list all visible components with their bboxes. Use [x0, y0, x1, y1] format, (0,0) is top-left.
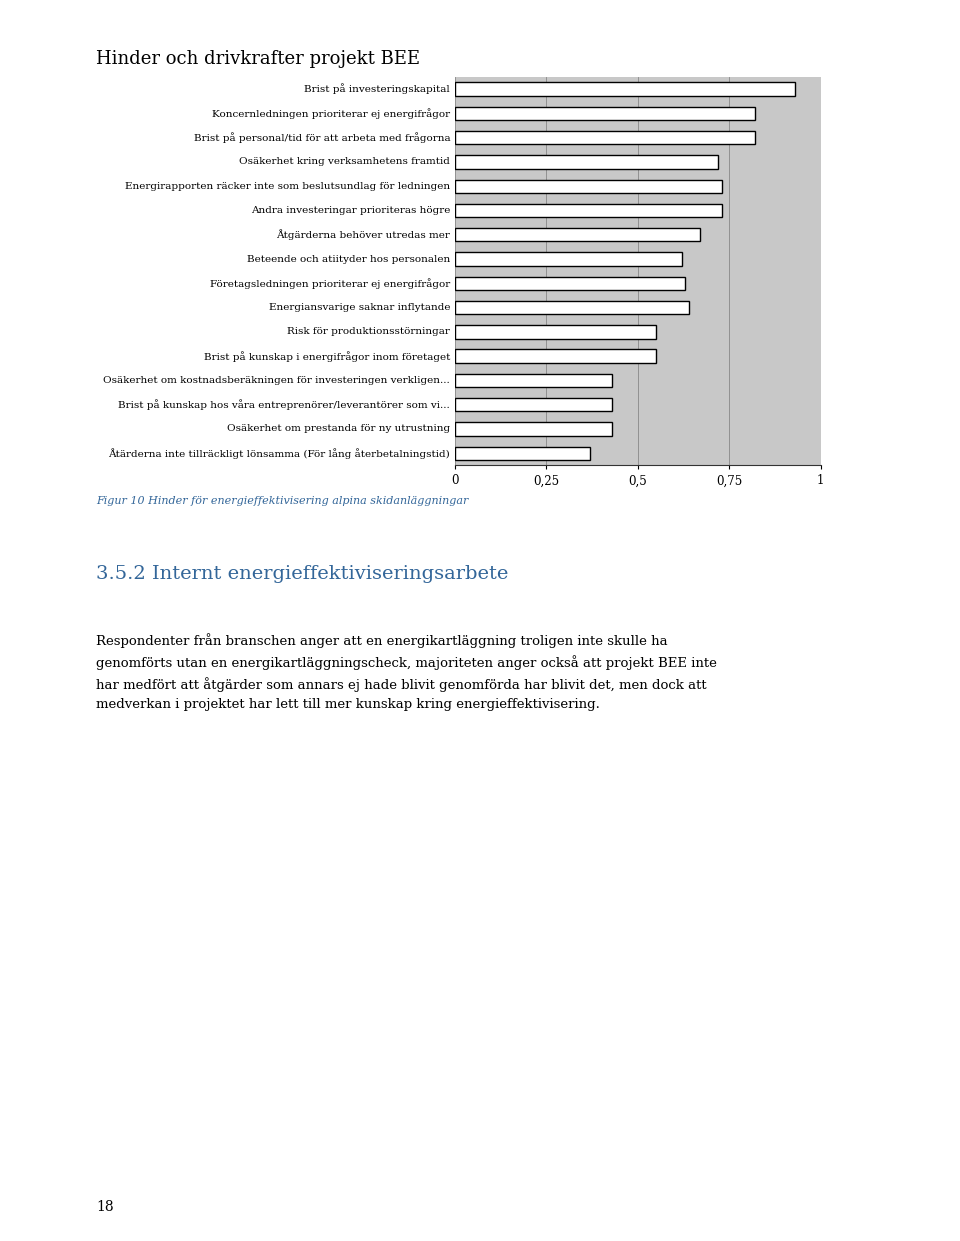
Text: Brist på investeringskapital: Brist på investeringskapital	[304, 83, 450, 94]
Bar	[455, 374, 612, 387]
Text: Brist på personal/tid för att arbeta med frågorna: Brist på personal/tid för att arbeta med…	[194, 133, 450, 143]
Text: Figur 10 Hinder för energieffektivisering alpina skidanläggningar: Figur 10 Hinder för energieffektiviserin…	[96, 496, 468, 506]
Bar	[455, 300, 689, 314]
Bar	[455, 398, 612, 411]
Text: 18: 18	[96, 1200, 113, 1214]
Bar	[455, 132, 755, 144]
Text: Energirapporten räcker inte som beslutsundlag för ledningen: Energirapporten räcker inte som beslutsu…	[125, 181, 450, 191]
Text: Åtärderna inte tillräckligt lönsamma (För lång återbetalningstid): Åtärderna inte tillräckligt lönsamma (Fö…	[108, 448, 450, 459]
Text: Osäkerhet kring verksamhetens framtid: Osäkerhet kring verksamhetens framtid	[239, 158, 450, 166]
Bar	[455, 350, 657, 362]
Text: Åtgärderna behöver utredas mer: Åtgärderna behöver utredas mer	[276, 230, 450, 241]
Text: 3.5.2 Internt energieffektiviseringsarbete: 3.5.2 Internt energieffektiviseringsarbe…	[96, 565, 509, 583]
Text: Företagsledningen prioriterar ej energifrågor: Företagsledningen prioriterar ej energif…	[210, 278, 450, 289]
Bar	[455, 82, 795, 96]
Text: Osäkerhet om prestanda för ny utrustning: Osäkerhet om prestanda för ny utrustning	[228, 424, 450, 433]
Text: Beteende och atiityder hos personalen: Beteende och atiityder hos personalen	[247, 254, 450, 263]
Bar	[455, 204, 722, 217]
Bar	[455, 422, 612, 436]
Bar	[455, 325, 657, 339]
Bar	[455, 180, 722, 192]
Text: Brist på kunskap i energifrågor inom företaget: Brist på kunskap i energifrågor inom för…	[204, 351, 450, 361]
Text: Hinder och drivkrafter projekt BEE: Hinder och drivkrafter projekt BEE	[96, 50, 420, 68]
Text: Koncernledningen prioriterar ej energifrågor: Koncernledningen prioriterar ej energifr…	[212, 108, 450, 119]
Text: Energiansvarige saknar inflytande: Energiansvarige saknar inflytande	[269, 303, 450, 311]
Text: Brist på kunskap hos våra entreprenörer/leverantörer som vi...: Brist på kunskap hos våra entreprenörer/…	[118, 400, 450, 410]
Bar	[455, 228, 700, 242]
Text: Respondenter från branschen anger att en energikartläggning troligen inte skulle: Respondenter från branschen anger att en…	[96, 633, 717, 711]
Bar	[455, 252, 682, 266]
Bar	[455, 447, 590, 460]
Bar	[455, 155, 718, 169]
Text: Risk för produktionsstörningar: Risk för produktionsstörningar	[287, 328, 450, 336]
Bar	[455, 277, 685, 290]
Bar	[455, 107, 755, 120]
Text: Osäkerhet om kostnadsberäkningen för investeringen verkligen...: Osäkerhet om kostnadsberäkningen för inv…	[104, 376, 450, 385]
Text: Andra investeringar prioriteras högre: Andra investeringar prioriteras högre	[251, 206, 450, 215]
